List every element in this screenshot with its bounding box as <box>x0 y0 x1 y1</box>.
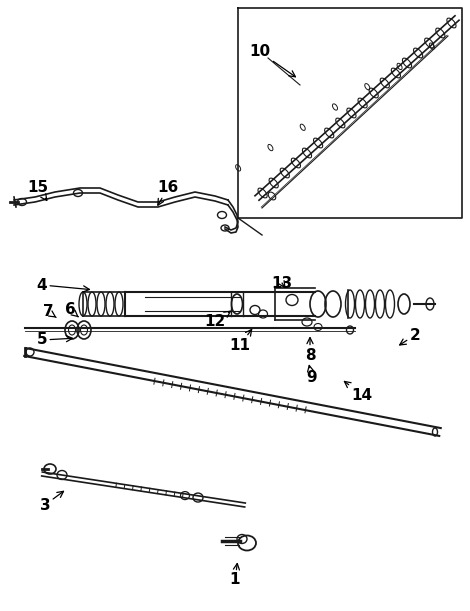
Text: 3: 3 <box>39 491 63 513</box>
Text: 12: 12 <box>204 311 230 329</box>
Text: 8: 8 <box>305 337 315 362</box>
Text: 1: 1 <box>230 563 240 588</box>
Text: 10: 10 <box>250 45 296 77</box>
Text: 6: 6 <box>65 302 78 318</box>
Text: 9: 9 <box>307 365 317 386</box>
Text: 13: 13 <box>272 276 292 290</box>
Text: 16: 16 <box>157 180 179 205</box>
Text: 14: 14 <box>345 381 373 403</box>
Text: 7: 7 <box>43 304 56 320</box>
Text: 5: 5 <box>37 332 72 348</box>
Text: 11: 11 <box>229 329 251 353</box>
Text: 15: 15 <box>27 180 48 200</box>
Text: 2: 2 <box>400 327 420 345</box>
Text: 4: 4 <box>37 277 89 293</box>
